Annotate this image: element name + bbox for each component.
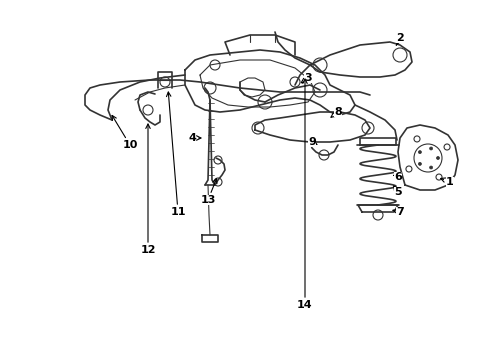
Text: 14: 14: [297, 79, 313, 310]
Text: 13: 13: [200, 179, 217, 205]
Circle shape: [430, 166, 433, 169]
Circle shape: [418, 162, 421, 165]
Text: 3: 3: [301, 73, 312, 83]
Text: 7: 7: [393, 207, 404, 217]
Circle shape: [418, 150, 421, 154]
Text: 11: 11: [167, 92, 186, 217]
Text: 2: 2: [396, 33, 404, 45]
Text: 5: 5: [394, 186, 402, 197]
Circle shape: [437, 157, 440, 159]
Text: 6: 6: [394, 172, 402, 182]
Text: 8: 8: [331, 107, 342, 117]
Circle shape: [430, 147, 433, 150]
Text: 4: 4: [188, 133, 201, 143]
Text: 10: 10: [112, 116, 138, 150]
Text: 12: 12: [140, 124, 156, 255]
Text: 9: 9: [308, 137, 317, 147]
Text: 1: 1: [441, 177, 454, 187]
